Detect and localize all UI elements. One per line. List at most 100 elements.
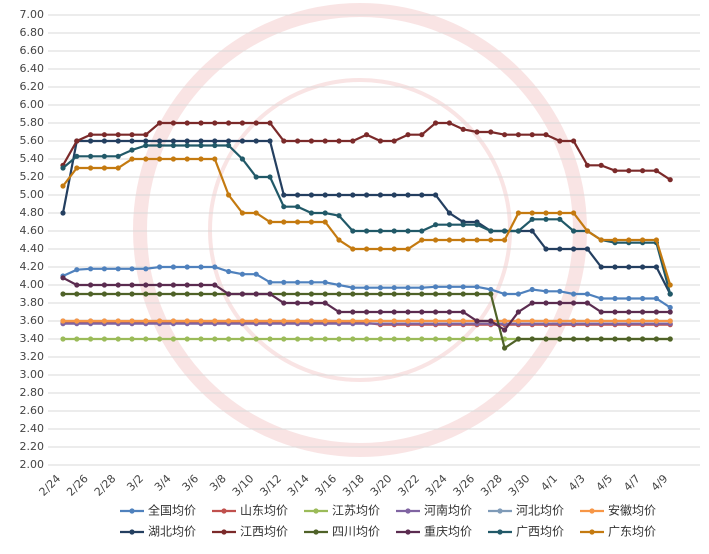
data-point (529, 132, 535, 138)
legend-swatch (221, 529, 227, 535)
data-point (391, 228, 397, 234)
data-point (101, 165, 107, 171)
data-point (239, 271, 245, 277)
data-point (653, 295, 660, 302)
data-point (322, 210, 328, 216)
legend-label: 江西均价 (240, 525, 288, 539)
data-point (115, 165, 121, 171)
data-point (433, 120, 439, 126)
data-point (557, 216, 563, 222)
data-point (281, 300, 287, 306)
data-point (571, 210, 577, 216)
data-point (612, 336, 618, 342)
data-point (74, 282, 80, 288)
data-point (529, 216, 535, 222)
data-point (364, 291, 370, 297)
data-point (488, 318, 494, 324)
data-point (446, 284, 452, 290)
data-point (157, 120, 163, 126)
data-point (419, 132, 425, 138)
data-point (405, 291, 411, 297)
data-point (377, 285, 383, 291)
data-point (598, 318, 604, 324)
data-point (143, 318, 149, 324)
data-point (446, 309, 452, 315)
data-point (350, 309, 356, 315)
data-point (653, 168, 660, 174)
data-point (557, 318, 563, 324)
data-point (543, 318, 549, 324)
data-point (433, 309, 439, 315)
data-point (419, 336, 425, 342)
data-point (640, 237, 646, 243)
legend-swatch (589, 529, 595, 535)
data-point (502, 237, 508, 243)
data-point (253, 318, 259, 324)
data-point (377, 138, 383, 144)
data-point (253, 291, 259, 297)
data-point (653, 264, 660, 270)
data-point (295, 291, 301, 297)
data-point (640, 295, 646, 302)
data-point (129, 156, 135, 162)
data-point (474, 336, 480, 342)
data-point (143, 291, 149, 297)
data-point (198, 138, 204, 144)
legend-label: 全国均价 (148, 503, 196, 518)
data-point (419, 237, 425, 243)
data-point (515, 309, 522, 315)
data-point (598, 295, 604, 302)
data-point (115, 318, 121, 324)
data-point (336, 282, 342, 288)
data-point (405, 246, 411, 252)
data-point (612, 295, 618, 302)
legend-swatch (589, 508, 595, 514)
data-point (502, 327, 508, 333)
data-point (267, 318, 273, 324)
data-point (253, 120, 259, 126)
data-point (391, 192, 397, 198)
y-tick-label: 3.80 (20, 296, 45, 309)
data-point (405, 285, 411, 291)
data-point (322, 318, 328, 324)
data-point (612, 168, 618, 174)
y-tick-label: 4.60 (20, 224, 45, 237)
legend-label: 广西均价 (516, 525, 564, 539)
data-point (391, 336, 397, 342)
data-point (543, 288, 549, 294)
data-point (157, 318, 163, 324)
data-point (446, 336, 452, 342)
data-point (391, 318, 397, 324)
data-point (101, 282, 107, 288)
data-point (405, 336, 411, 342)
data-point (295, 300, 301, 306)
data-point (667, 291, 673, 297)
data-point (584, 336, 591, 342)
data-point (419, 285, 425, 291)
x-tick-label: 3/26 (451, 472, 478, 499)
data-point (60, 318, 66, 324)
data-point (308, 300, 314, 306)
data-point (460, 291, 466, 297)
data-point (115, 153, 121, 159)
data-point (364, 285, 370, 291)
data-point (129, 336, 135, 342)
data-point (336, 138, 342, 144)
data-point (239, 138, 245, 144)
data-point (419, 228, 425, 234)
data-point (350, 192, 356, 198)
data-point (502, 318, 508, 324)
data-point (377, 318, 383, 324)
x-tick-label: 3/12 (257, 472, 284, 499)
data-point (653, 237, 660, 243)
y-tick-label: 6.20 (20, 80, 45, 93)
y-tick-label: 3.60 (20, 314, 45, 327)
data-point (571, 336, 577, 342)
data-point (157, 291, 163, 297)
data-point (433, 237, 439, 243)
data-point (198, 120, 204, 126)
y-tick-label: 2.40 (20, 422, 45, 435)
data-point (640, 168, 646, 174)
data-point (543, 216, 549, 222)
